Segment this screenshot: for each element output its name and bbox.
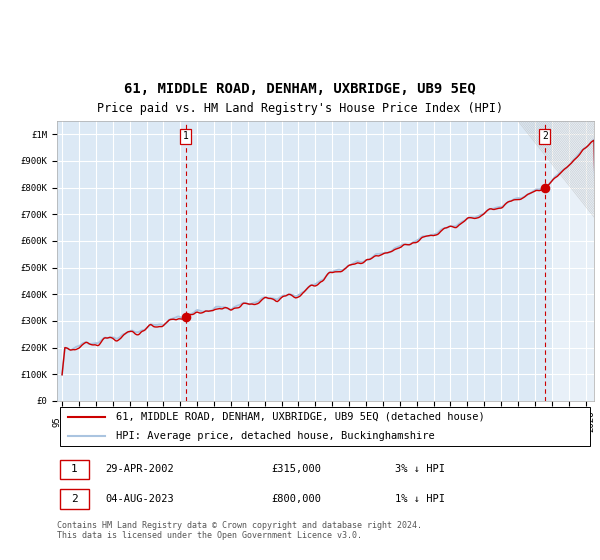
Text: 2: 2 xyxy=(71,494,78,504)
Point xyxy=(181,312,191,321)
FancyBboxPatch shape xyxy=(59,489,89,508)
Point xyxy=(540,183,550,192)
Text: 29-APR-2002: 29-APR-2002 xyxy=(106,464,174,474)
Text: 3% ↓ HPI: 3% ↓ HPI xyxy=(395,464,445,474)
Text: 1% ↓ HPI: 1% ↓ HPI xyxy=(395,494,445,504)
Text: Price paid vs. HM Land Registry's House Price Index (HPI): Price paid vs. HM Land Registry's House … xyxy=(97,102,503,115)
Text: 1: 1 xyxy=(71,464,78,474)
Text: £315,000: £315,000 xyxy=(272,464,322,474)
Text: 61, MIDDLE ROAD, DENHAM, UXBRIDGE, UB9 5EQ: 61, MIDDLE ROAD, DENHAM, UXBRIDGE, UB9 5… xyxy=(124,82,476,96)
Text: 2: 2 xyxy=(542,132,548,141)
FancyBboxPatch shape xyxy=(59,407,590,446)
Text: £800,000: £800,000 xyxy=(272,494,322,504)
Text: HPI: Average price, detached house, Buckinghamshire: HPI: Average price, detached house, Buck… xyxy=(116,431,435,441)
Text: 61, MIDDLE ROAD, DENHAM, UXBRIDGE, UB9 5EQ (detached house): 61, MIDDLE ROAD, DENHAM, UXBRIDGE, UB9 5… xyxy=(116,412,485,422)
Text: 1: 1 xyxy=(183,132,189,141)
Text: Contains HM Land Registry data © Crown copyright and database right 2024.
This d: Contains HM Land Registry data © Crown c… xyxy=(57,521,422,540)
FancyBboxPatch shape xyxy=(59,460,89,479)
Text: 04-AUG-2023: 04-AUG-2023 xyxy=(106,494,174,504)
